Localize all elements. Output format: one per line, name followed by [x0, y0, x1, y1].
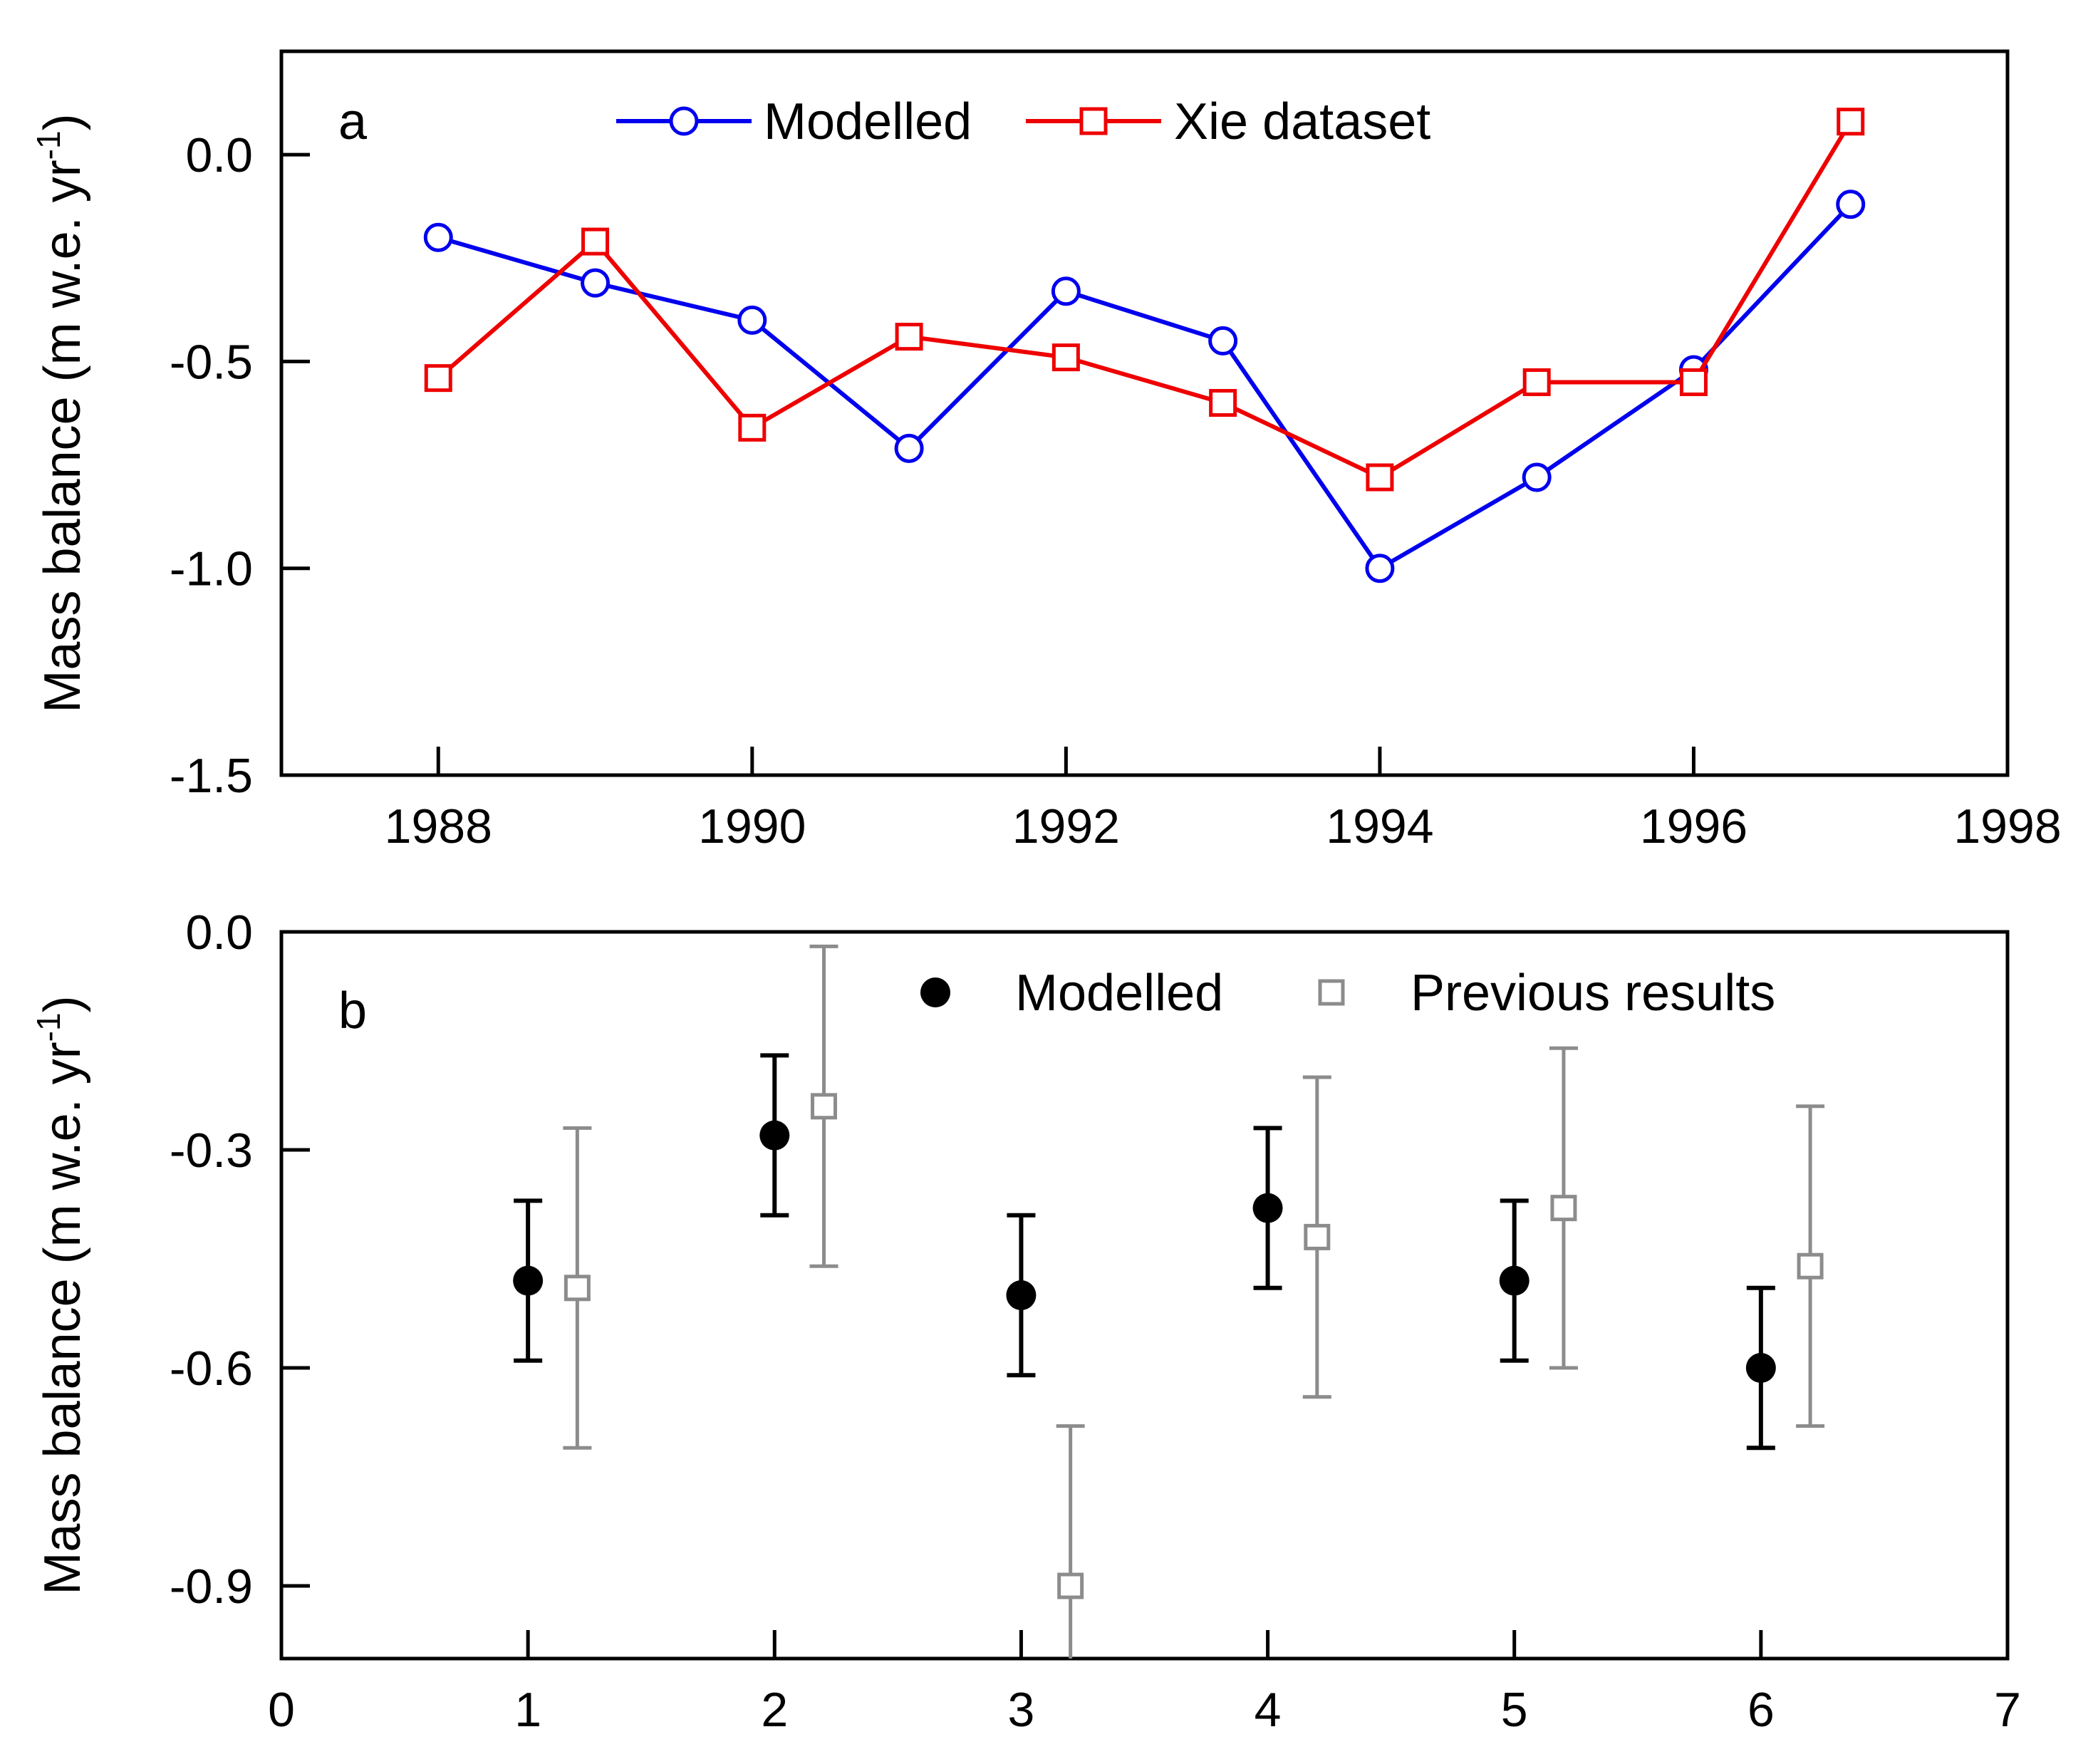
data-point-modelled	[1836, 190, 1866, 219]
data-point-previous	[1797, 1252, 1824, 1280]
data-point-xie	[581, 227, 610, 256]
x-tick-label: 2	[761, 1683, 788, 1737]
y-axis-label: Mass balance (m w.e. yr-1)	[30, 995, 91, 1594]
data-point-modelled	[1208, 326, 1238, 356]
legend-label-modelled: Modelled	[764, 93, 972, 150]
data-point-previous	[1550, 1195, 1577, 1222]
data-point-modelled	[1365, 554, 1395, 583]
legend-marker-modelled	[669, 106, 699, 136]
panel-b-data	[513, 944, 1825, 1659]
legend-label-modelled: Modelled	[1015, 965, 1223, 1022]
y-tick-label: -0.3	[170, 1124, 253, 1178]
data-point-modelled	[1252, 1193, 1283, 1223]
legend-label-previous: Previous results	[1411, 965, 1775, 1022]
legend-a: Modelled Xie dataset	[616, 93, 1430, 150]
data-point-xie	[1051, 343, 1080, 372]
data-point-previous	[1057, 1572, 1084, 1599]
y-tick-label: 0.0	[185, 128, 253, 182]
data-point-modelled	[1499, 1265, 1530, 1296]
data-point-modelled	[513, 1265, 544, 1296]
data-point-modelled	[894, 433, 924, 463]
plot-frame	[279, 930, 2010, 1661]
panel-label: a	[338, 93, 368, 150]
x-tick-label: 1988	[385, 799, 492, 854]
series-line-0	[437, 202, 1852, 571]
x-tick-label: 0	[268, 1683, 295, 1737]
panel-a: 1988 1990 1992 1994 1996 1998 0.0 -0.5 -1.0 -1.5 M…	[30, 49, 2062, 854]
y-tick-label: -0.9	[170, 1560, 253, 1614]
legend-b: Modelled Previous results	[920, 965, 1775, 1022]
plot-frame	[279, 49, 2010, 777]
x-tick-label: 1992	[1012, 799, 1120, 854]
data-point-modelled	[1051, 276, 1081, 306]
data-point-previous	[564, 1275, 591, 1302]
panel-b: 0 1 2 3 4 5 6 7 0.0 -0.3 -0.6 -0.9 Mass balance (m w…	[30, 906, 2021, 1737]
x-tick-label: 7	[1994, 1683, 2021, 1737]
x-tick-label: 1	[514, 1683, 541, 1737]
legend-marker-modelled	[920, 977, 950, 1007]
data-point-modelled	[737, 305, 767, 335]
panel-label: b	[338, 982, 367, 1039]
data-point-previous	[1304, 1223, 1331, 1250]
legend-marker-previous	[1318, 979, 1345, 1006]
x-tick-label: 1996	[1640, 799, 1747, 854]
legend-marker-xie	[1079, 107, 1108, 135]
data-point-xie	[1209, 388, 1237, 417]
data-point-xie	[738, 413, 767, 442]
data-point-modelled	[1745, 1353, 1776, 1383]
x-tick-label: 5	[1501, 1683, 1528, 1737]
x-tick-label: 6	[1747, 1683, 1775, 1737]
legend-label-xie: Xie dataset	[1174, 93, 1430, 150]
y-tick-label: -1.0	[170, 542, 253, 596]
y-axis-label: Mass balance (m w.e. yr-1)	[30, 113, 91, 712]
y-tick-label: -0.5	[170, 335, 253, 389]
data-point-xie	[1366, 463, 1394, 492]
x-tick-label: 1998	[1953, 799, 2061, 854]
y-tick-label: -0.6	[170, 1342, 253, 1396]
data-point-xie	[1522, 368, 1551, 396]
data-point-xie	[1679, 368, 1708, 396]
data-point-previous	[811, 1093, 838, 1120]
data-point-modelled	[1522, 462, 1552, 492]
data-point-xie	[1837, 108, 1865, 136]
data-point-xie	[895, 323, 923, 351]
y-tick-label: 0.0	[185, 906, 253, 960]
y-tick-label: -1.5	[170, 749, 253, 803]
data-point-modelled	[759, 1120, 790, 1151]
x-tick-label: 3	[1008, 1683, 1035, 1737]
x-tick-label: 1994	[1326, 799, 1433, 854]
series-line-1	[437, 120, 1853, 479]
data-point-modelled	[423, 222, 453, 252]
data-point-modelled	[581, 268, 611, 298]
x-tick-label: 4	[1255, 1683, 1282, 1737]
data-point-modelled	[1006, 1280, 1037, 1310]
x-tick-label: 1990	[698, 799, 806, 854]
data-point-xie	[424, 364, 452, 393]
